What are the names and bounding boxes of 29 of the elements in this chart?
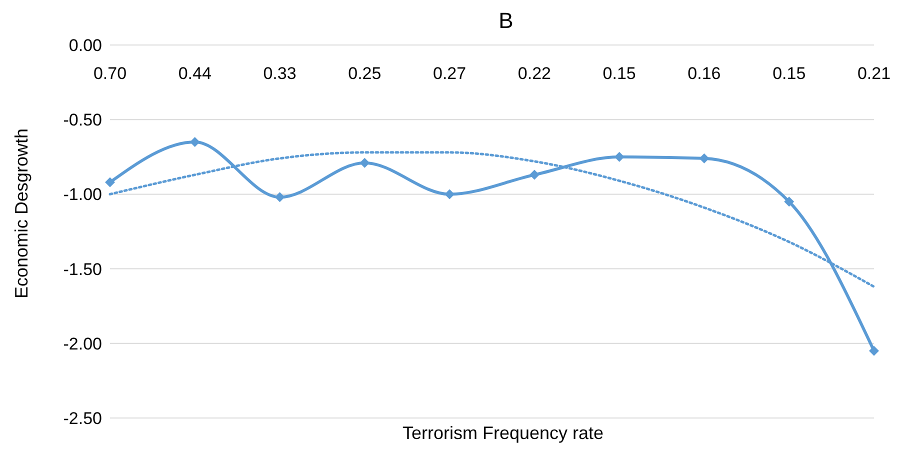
x-tick-label: 0.22 — [518, 64, 551, 83]
point — [699, 153, 710, 164]
y-tick-label: 0.00 — [68, 36, 102, 56]
x-tick-label: 0.21 — [857, 64, 891, 83]
point — [614, 152, 624, 162]
y-tick-label: -1.00 — [63, 185, 102, 204]
x-tick-label: 0.33 — [263, 64, 296, 83]
x-tick-label: 0.15 — [602, 64, 636, 83]
point — [190, 136, 200, 147]
x-tick-label: 0.70 — [93, 64, 127, 83]
x-axis-title: Terrorism Frequency rate — [401, 422, 605, 444]
x-tick-label: 0.15 — [772, 64, 806, 83]
y-axis-title: Economic Desgrowth — [12, 128, 32, 298]
x-tick-label: 0.25 — [348, 64, 382, 83]
x-tick-label: 0.44 — [178, 64, 212, 83]
point — [444, 189, 455, 200]
y-tick-label: -2.00 — [63, 334, 102, 354]
y-tick-label: -2.50 — [63, 409, 102, 428]
chart-title: B — [498, 8, 514, 34]
x-tick-label: 0.27 — [433, 64, 466, 83]
point — [529, 170, 540, 180]
y-tick-label: -1.50 — [63, 260, 102, 279]
point — [274, 192, 285, 202]
x-tick-label: 0.16 — [688, 64, 721, 83]
point — [360, 158, 370, 168]
point — [869, 346, 879, 356]
y-tick-label: -0.50 — [63, 110, 102, 130]
point — [105, 177, 115, 188]
point — [784, 196, 794, 207]
